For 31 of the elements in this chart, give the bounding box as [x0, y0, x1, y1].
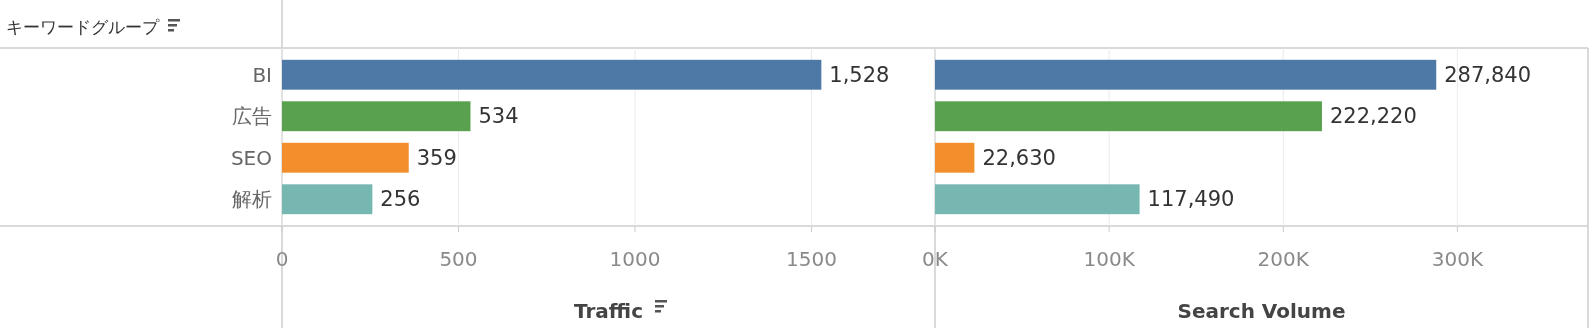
x-axis-title: Search Volume	[1177, 299, 1346, 323]
x-tick-label: 1000	[609, 247, 661, 271]
y-tick-label: 解析	[232, 187, 272, 212]
x-tick-label: 300K	[1431, 247, 1484, 271]
bar	[282, 59, 822, 90]
x-tick-label: 0	[275, 247, 289, 271]
data-label: 256	[380, 187, 421, 212]
data-label: 22,630	[982, 145, 1056, 170]
y-tick-label: BI	[252, 62, 272, 87]
bar	[935, 101, 1322, 132]
bar	[935, 184, 1140, 215]
data-label: 222,220	[1329, 104, 1417, 129]
x-axis-title: Traffic	[574, 299, 643, 323]
bar	[282, 184, 373, 215]
y-axis-title: キーワードグループ	[6, 17, 160, 37]
data-label: 287,840	[1444, 62, 1532, 87]
bar	[282, 101, 471, 132]
bar	[935, 142, 975, 173]
x-tick-label: 1500	[786, 247, 837, 271]
data-label: 1,528	[829, 62, 890, 87]
bar	[935, 59, 1437, 90]
bar	[282, 142, 409, 173]
data-label: 117,490	[1147, 187, 1235, 212]
x-tick-label: 0K	[922, 247, 949, 271]
data-label: 534	[478, 104, 519, 129]
y-tick-label: SEO	[230, 145, 272, 170]
y-tick-label: 広告	[232, 104, 272, 129]
x-tick-label: 200K	[1257, 247, 1310, 271]
x-tick-label: 500	[439, 247, 478, 271]
data-label: 359	[416, 145, 457, 170]
x-tick-label: 100K	[1083, 247, 1136, 271]
